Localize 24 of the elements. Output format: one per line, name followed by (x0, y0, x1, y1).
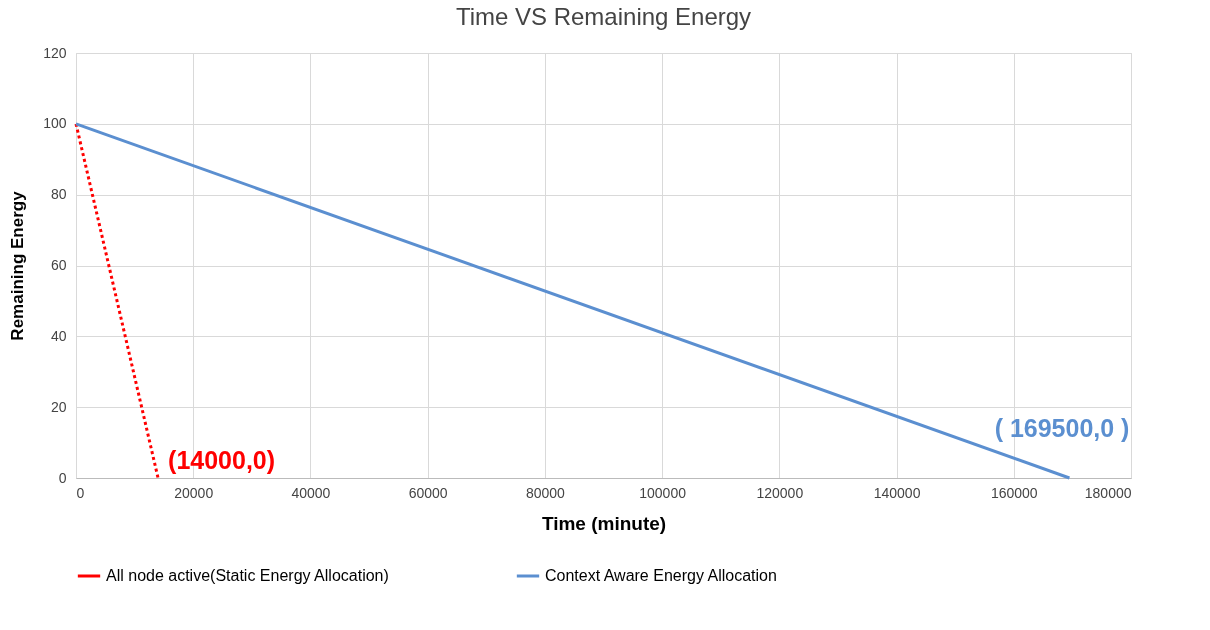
x-axis-title: Time (minute) (541, 512, 667, 534)
y-tick-label: 100 (43, 115, 67, 132)
x-tick-label: 100000 (639, 484, 687, 501)
x-tick-label: 40000 (291, 484, 331, 501)
y-axis-title: Remaining Energy (8, 190, 28, 341)
annotation: (14000,0) (168, 446, 276, 474)
legend-label: Context Aware Energy Allocation (545, 567, 777, 584)
annotation: ( 169500,0 ) (994, 414, 1130, 442)
x-tick-label: 0 (76, 484, 85, 501)
y-tick-label: 0 (58, 469, 67, 486)
y-tick-label: 80 (50, 186, 67, 203)
x-tick-label: 140000 (873, 484, 921, 501)
x-tick-label: 120000 (756, 484, 804, 501)
x-tick-label: 80000 (525, 484, 566, 501)
y-tick-label: 120 (43, 44, 67, 61)
y-tick-label: 40 (50, 327, 67, 344)
x-tick-label: 160000 (990, 484, 1038, 501)
chart-title: Time VS Remaining Energy (455, 3, 752, 30)
y-tick-label: 20 (50, 398, 67, 415)
x-tick-label: 20000 (174, 484, 214, 501)
x-tick-label: 180000 (1084, 484, 1132, 501)
x-tick-label: 60000 (408, 484, 448, 501)
legend-label: All node active(Static Energy Allocation) (106, 567, 389, 584)
y-tick-label: 60 (50, 257, 67, 273)
